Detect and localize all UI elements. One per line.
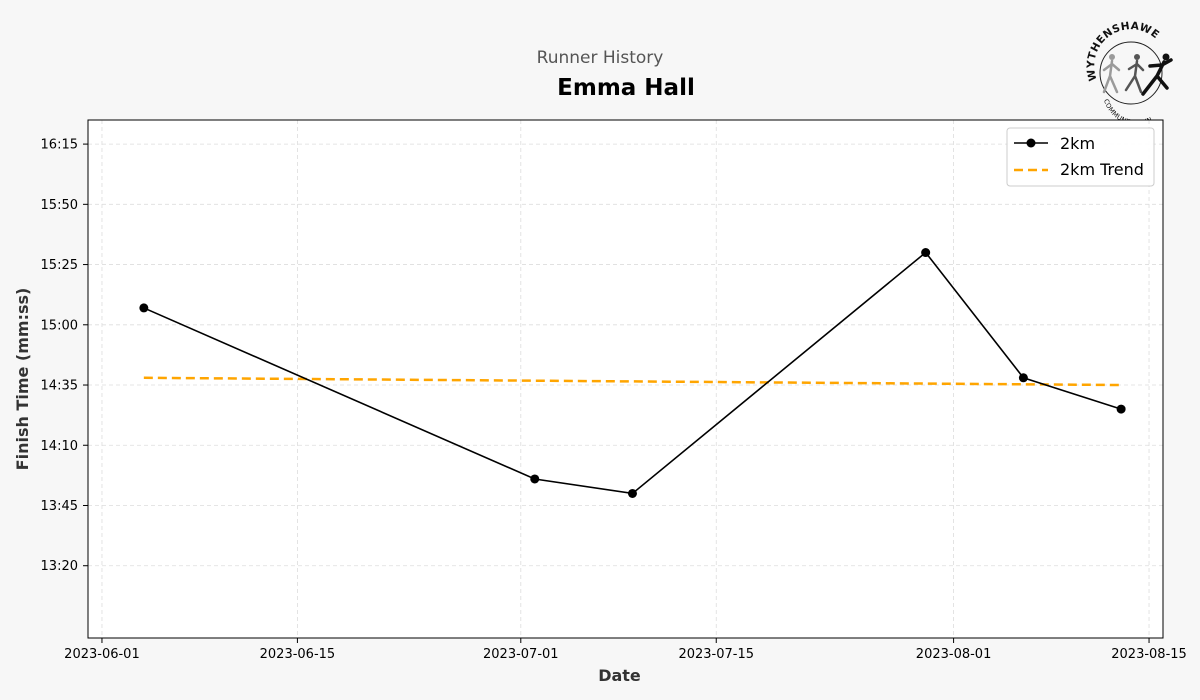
runner-figure-dark-icon xyxy=(1141,53,1173,96)
legend-2km-label: 2km xyxy=(1060,134,1095,153)
x-tick-label: 2023-06-15 xyxy=(260,647,336,662)
y-tick-label: 16:15 xyxy=(41,138,78,153)
plot-frame xyxy=(87,119,1164,639)
legend-trend-label: 2km Trend xyxy=(1060,160,1144,179)
x-axis-label: Date xyxy=(598,666,641,685)
logo-top-text: WYTHENSHAWE xyxy=(1085,20,1162,82)
y-axis-label: Finish Time (mm:ss) xyxy=(13,288,32,471)
y-tick-label: 14:10 xyxy=(41,439,78,454)
series-2km-point xyxy=(139,303,149,313)
series-2km-line xyxy=(143,251,1122,495)
y-tick-label: 15:25 xyxy=(41,258,78,273)
x-tick-label: 2023-06-01 xyxy=(64,647,140,662)
y-tick-label: 13:45 xyxy=(41,499,78,514)
plot-area xyxy=(88,120,1163,638)
series-2km-point xyxy=(921,248,931,258)
series-2km-point xyxy=(1116,404,1126,414)
y-tick-label: 15:50 xyxy=(41,198,78,213)
runner-figure-light-icon xyxy=(1102,54,1121,94)
chart-title: Emma Hall xyxy=(557,75,695,101)
x-tick-label: 2023-07-15 xyxy=(678,647,754,662)
x-tick-label: 2023-07-01 xyxy=(483,647,559,662)
chart-suptitle: Runner History xyxy=(537,48,664,68)
runner-logo: WYTHENSHAWE COMMUNITY RUN xyxy=(1085,20,1173,127)
x-tick-label: 2023-08-01 xyxy=(916,647,992,662)
series-2km-point xyxy=(530,474,540,484)
x-tick-label: 2023-08-15 xyxy=(1111,647,1187,662)
series-2km-point xyxy=(627,488,637,498)
y-tick-label: 14:35 xyxy=(41,379,78,394)
y-tick-label: 13:20 xyxy=(41,559,78,574)
runner-figure-mid-icon xyxy=(1124,54,1145,94)
legend-2km-marker xyxy=(1026,138,1036,148)
logo-ring xyxy=(1099,41,1163,105)
series-2km-point xyxy=(1018,373,1028,383)
y-tick-label: 15:00 xyxy=(41,318,78,333)
legend: 2km 2km Trend xyxy=(1006,127,1155,187)
